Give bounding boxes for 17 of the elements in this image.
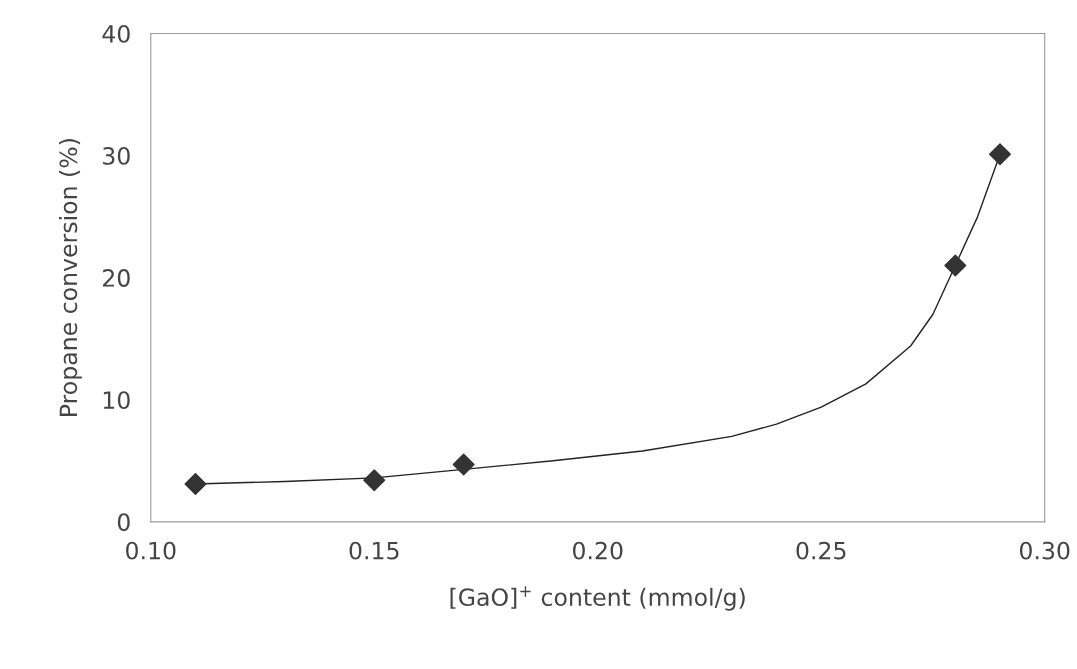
- point: [944, 254, 967, 277]
- point: [988, 143, 1011, 166]
- point: [184, 472, 207, 495]
- x-tick-label: 0.25: [796, 541, 846, 560]
- point: [363, 469, 386, 492]
- y-axis-title: Propane conversion (%): [58, 139, 82, 416]
- y-tick-label: 20: [103, 269, 130, 287]
- y-tick-label: 10: [103, 391, 130, 410]
- x-tick-label: 0.30: [1019, 541, 1070, 560]
- y-tick-label: 30: [103, 146, 130, 165]
- y-tick-label: 0: [117, 513, 130, 532]
- x-tick-label: 0.10: [126, 541, 176, 560]
- x-tick-label: 0.15: [349, 541, 399, 560]
- y-tick-label: 40: [102, 24, 130, 43]
- x-tick-label: 0.20: [573, 541, 623, 560]
- x-axis-title: [GaO]$^{+}$ content (mmol/g): [450, 586, 745, 611]
- point: [452, 453, 475, 476]
